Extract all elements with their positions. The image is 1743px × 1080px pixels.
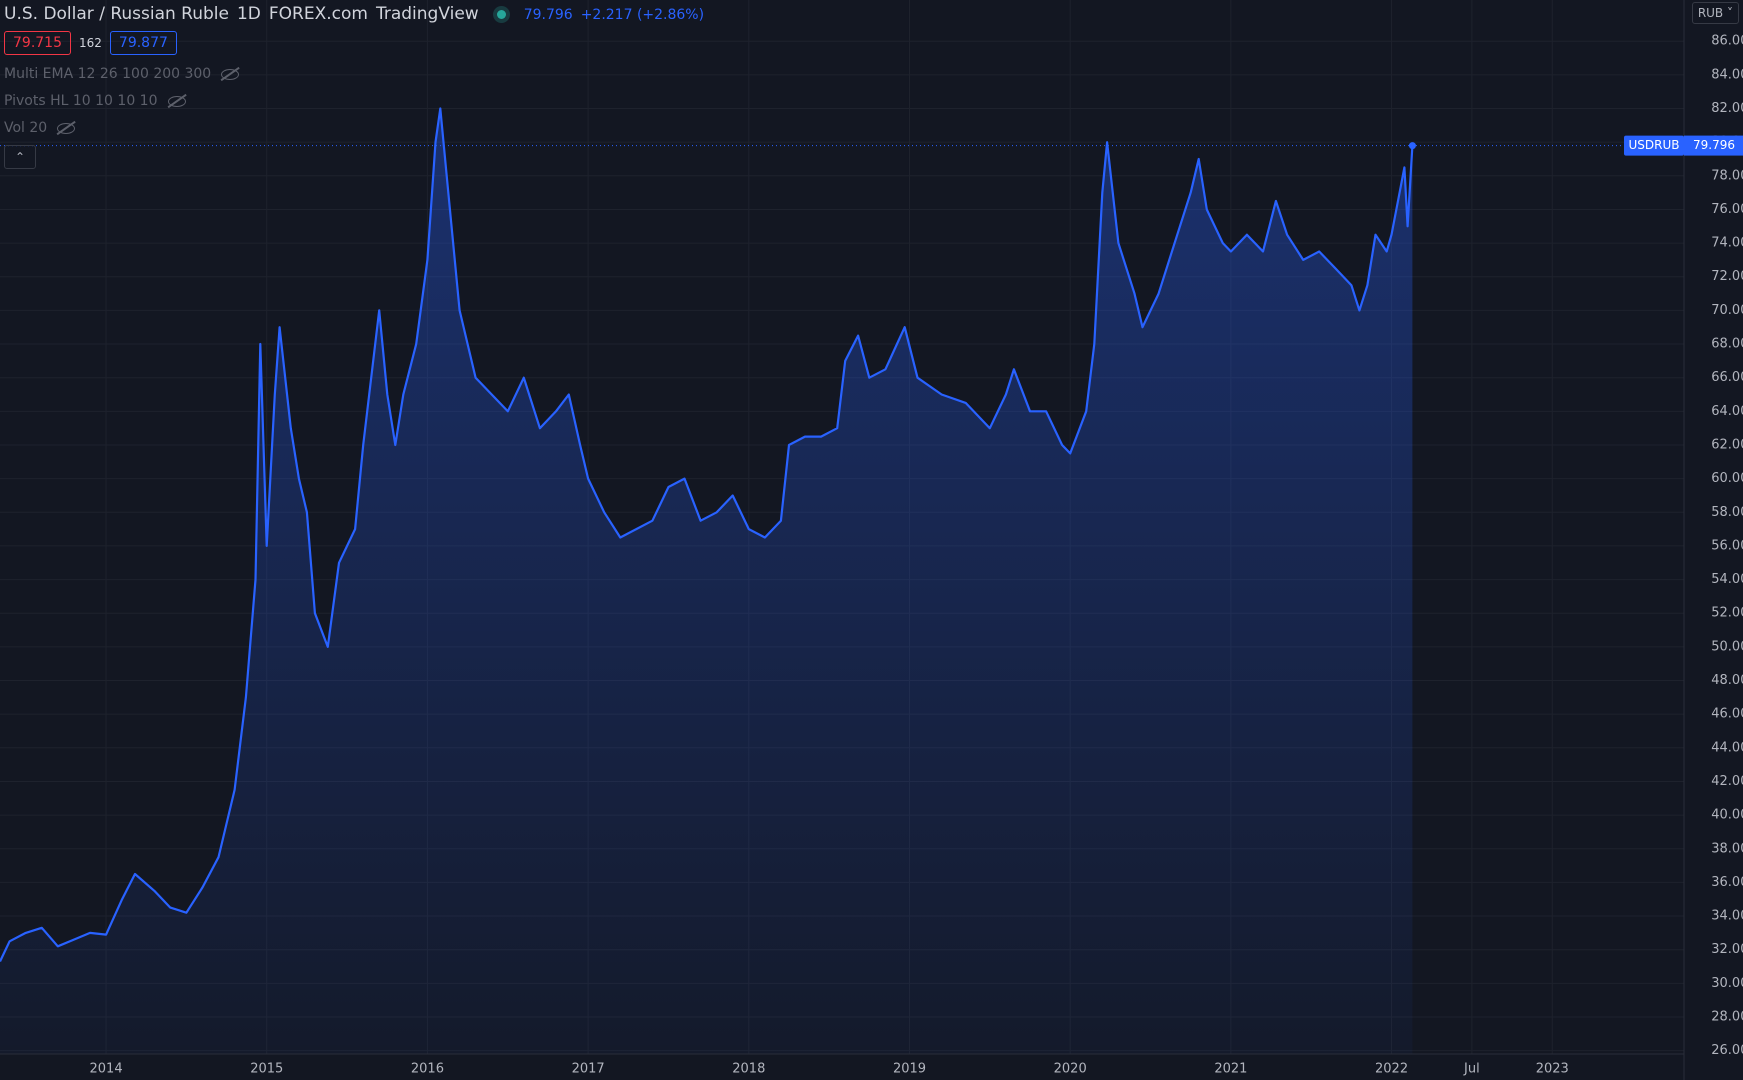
y-tick-label: 54.000 <box>1711 572 1743 587</box>
indicator[interactable]: Vol 20 <box>4 120 76 136</box>
platform: TradingView <box>375 4 479 24</box>
y-tick-label: 66.000 <box>1711 370 1743 385</box>
currency: RUB <box>1697 6 1724 20</box>
quotes: 79.715 162 79.877 <box>4 31 177 55</box>
y-tick-label: 84.000 <box>1711 67 1743 82</box>
y-tick-label: 52.000 <box>1711 606 1743 621</box>
y-tick-label: 28.000 <box>1711 1009 1743 1024</box>
plot <box>0 107 1684 1054</box>
y-tick-label: 50.000 <box>1711 639 1743 654</box>
market-status <box>496 9 506 19</box>
symbol-label: USDRUB <box>1629 138 1680 152</box>
y-tick-label: 48.000 <box>1711 673 1743 688</box>
source: FOREX.com <box>268 4 368 24</box>
y-tick-label: 32.000 <box>1711 942 1743 957</box>
x-tick-label: 2022 <box>1375 1062 1408 1077</box>
y-tick-label: 42.000 <box>1711 774 1743 789</box>
price-tag-label: 79.796 <box>1693 138 1735 152</box>
hidden-icon[interactable] <box>57 122 76 134</box>
y-tick-label: 64.000 <box>1711 404 1743 419</box>
x-tick-label: 2018 <box>732 1062 765 1077</box>
y-tick-label: 30.000 <box>1711 976 1743 991</box>
x-tick-label: 2020 <box>1054 1062 1087 1077</box>
symbol-tag <box>1624 135 1684 156</box>
indicator-label: Multi EMA 12 26 100 200 300 <box>4 66 212 82</box>
y-tick-label: 46.000 <box>1711 707 1743 722</box>
price-tag <box>1684 135 1743 156</box>
indicator-label: Vol 20 <box>4 120 48 136</box>
price-line <box>0 107 1414 962</box>
y-tick-label: 68.000 <box>1711 337 1743 352</box>
y-tick-label: 78.000 <box>1711 168 1743 183</box>
collapse-button[interactable]: ⌃ <box>4 145 36 169</box>
y-tick-label: 58.000 <box>1711 505 1743 520</box>
y-tick-label: 72.000 <box>1711 269 1743 284</box>
y-tick-label: 38.000 <box>1711 841 1743 856</box>
last-point <box>1408 142 1416 150</box>
hidden-icon[interactable] <box>167 95 186 107</box>
spread: 162 <box>79 36 102 50</box>
ask[interactable]: 79.877 <box>109 31 177 55</box>
x-tick-label: 2017 <box>572 1062 605 1077</box>
hidden-icon[interactable] <box>221 68 240 80</box>
x-tick-label: 2014 <box>90 1062 123 1077</box>
y-tick-label: 26.000 <box>1711 1043 1743 1058</box>
price-change: +2.217 (+2.86%) <box>580 7 705 23</box>
y-tick-label: 70.000 <box>1711 303 1743 318</box>
y-tick-label: 40.000 <box>1711 808 1743 823</box>
bid[interactable]: 79.715 <box>4 31 71 55</box>
area-fill <box>0 108 1413 1054</box>
currency-button[interactable]: RUB ˅ <box>1691 2 1739 24</box>
y-tick-label: 56.000 <box>1711 538 1743 553</box>
indicator[interactable]: Multi EMA 12 26 100 200 300 <box>4 66 240 82</box>
indicator[interactable]: Pivots HL 10 10 10 10 <box>4 93 186 109</box>
last-price: 79.796 <box>523 7 573 23</box>
y-tick-label: 62.000 <box>1711 437 1743 452</box>
y-tick-label: 82.000 <box>1711 101 1743 116</box>
x-tick-label: 2019 <box>893 1062 926 1077</box>
x-tick-label: 2021 <box>1214 1062 1247 1077</box>
indicator-label: Pivots HL 10 10 10 10 <box>4 93 158 109</box>
y-tick-label: 74.000 <box>1711 236 1743 251</box>
x-tick-label: 2023 <box>1536 1062 1569 1077</box>
y-tick-label: 76.000 <box>1711 202 1743 217</box>
x-tick-label: Jul <box>1463 1062 1480 1077</box>
y-tick-label: 34.000 <box>1711 909 1743 924</box>
interval: 1D <box>236 4 261 24</box>
header: U.S. Dollar / Russian Ruble 1D FOREX.com Tr… <box>4 4 712 24</box>
y-tick-label: 60.000 <box>1711 471 1743 486</box>
x-tick-label: 2016 <box>411 1062 444 1077</box>
y-tick-label: 44.000 <box>1711 740 1743 755</box>
y-tick-label: 86.000 <box>1711 34 1743 49</box>
y-tick-label: 36.000 <box>1711 875 1743 890</box>
x-tick-label: 2015 <box>250 1062 283 1077</box>
symbol-title: U.S. Dollar / Russian Ruble <box>4 4 229 24</box>
